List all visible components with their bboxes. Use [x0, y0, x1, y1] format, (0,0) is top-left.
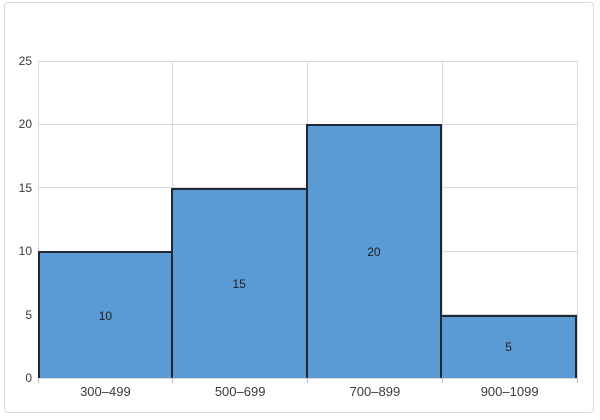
bar-data-label: 15: [232, 276, 246, 291]
x-axis-category-label: 700–899: [349, 384, 401, 399]
y-axis-tick-label: 20: [18, 117, 32, 132]
x-axis-line: [38, 377, 577, 379]
x-gridline: [441, 61, 443, 378]
bar-data-label: 5: [505, 340, 512, 355]
x-axis-tick: [441, 378, 443, 383]
x-gridline: [37, 61, 39, 378]
bar-data-label: 20: [367, 245, 381, 260]
y-axis-tick-label: 0: [25, 371, 32, 385]
x-axis-tick: [172, 378, 174, 383]
x-axis-tick: [37, 378, 39, 383]
bar-data-label: 10: [98, 308, 113, 323]
y-axis-tick-label: 15: [18, 180, 32, 195]
bar-900–1099: 5: [440, 314, 577, 378]
bar-300–499: 10: [38, 251, 173, 378]
bar-500–699: 15: [170, 187, 308, 378]
y-axis-tick-label: 5: [25, 307, 32, 322]
y-axis-tick-label: 10: [18, 244, 32, 259]
bar-700–899: 20: [305, 124, 443, 378]
y-axis-tick-label: 25: [18, 54, 32, 68]
x-axis-category-label: 300–499: [80, 384, 131, 399]
x-axis-tick: [576, 378, 578, 383]
x-axis-tick: [307, 378, 308, 383]
x-axis-category-label: 900–1099: [480, 384, 539, 399]
x-gridline: [576, 61, 578, 378]
x-axis-category-label: 500–699: [214, 384, 266, 399]
